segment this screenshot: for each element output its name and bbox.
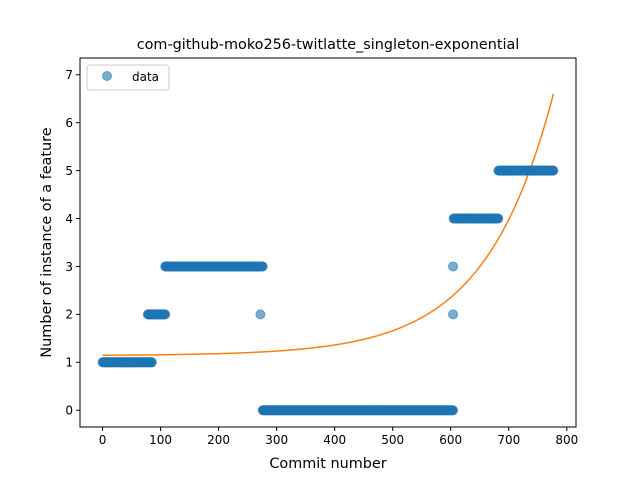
y-tick-label: 3 xyxy=(65,260,73,274)
legend: data xyxy=(86,64,170,91)
data-point xyxy=(448,309,459,320)
x-tick-label: 0 xyxy=(99,433,107,447)
data-point xyxy=(160,309,171,320)
x-axis: 0 100 200 300 400 500 600 700 800 xyxy=(99,427,578,447)
data-point xyxy=(548,165,559,176)
y-tick-label: 1 xyxy=(65,356,73,370)
y-tick-label: 7 xyxy=(65,68,73,82)
x-axis-label: Commit number xyxy=(269,456,386,472)
data-point xyxy=(146,357,157,368)
x-tick-label: 100 xyxy=(149,433,172,447)
data-point xyxy=(493,213,504,224)
fit-line xyxy=(102,93,555,356)
y-axis-label: Number of instance of a feature xyxy=(39,127,55,357)
fit-layer xyxy=(102,93,555,356)
x-tick-label: 200 xyxy=(207,433,230,447)
data-point xyxy=(257,261,268,272)
legend-label-data: data xyxy=(132,70,159,84)
y-tick-label: 5 xyxy=(65,164,73,178)
x-tick-label: 700 xyxy=(497,433,520,447)
legend-marker-data xyxy=(102,71,112,81)
x-tick-label: 600 xyxy=(439,433,462,447)
x-tick-label: 500 xyxy=(381,433,404,447)
y-tick-label: 2 xyxy=(65,308,73,322)
y-tick-label: 6 xyxy=(65,116,73,130)
y-axis: 0 1 2 3 4 5 6 7 xyxy=(65,68,80,418)
data-point xyxy=(448,405,459,416)
points-layer xyxy=(97,165,559,416)
x-tick-label: 400 xyxy=(323,433,346,447)
y-tick-label: 4 xyxy=(65,212,73,226)
chart-title: com-github-moko256-twitlatte_singleton-e… xyxy=(137,37,520,53)
axes-frame xyxy=(79,57,577,428)
y-tick-label: 0 xyxy=(65,404,73,418)
x-tick-label: 800 xyxy=(555,433,578,447)
data-point xyxy=(448,261,459,272)
data-point xyxy=(255,309,266,320)
x-tick-label: 300 xyxy=(265,433,288,447)
